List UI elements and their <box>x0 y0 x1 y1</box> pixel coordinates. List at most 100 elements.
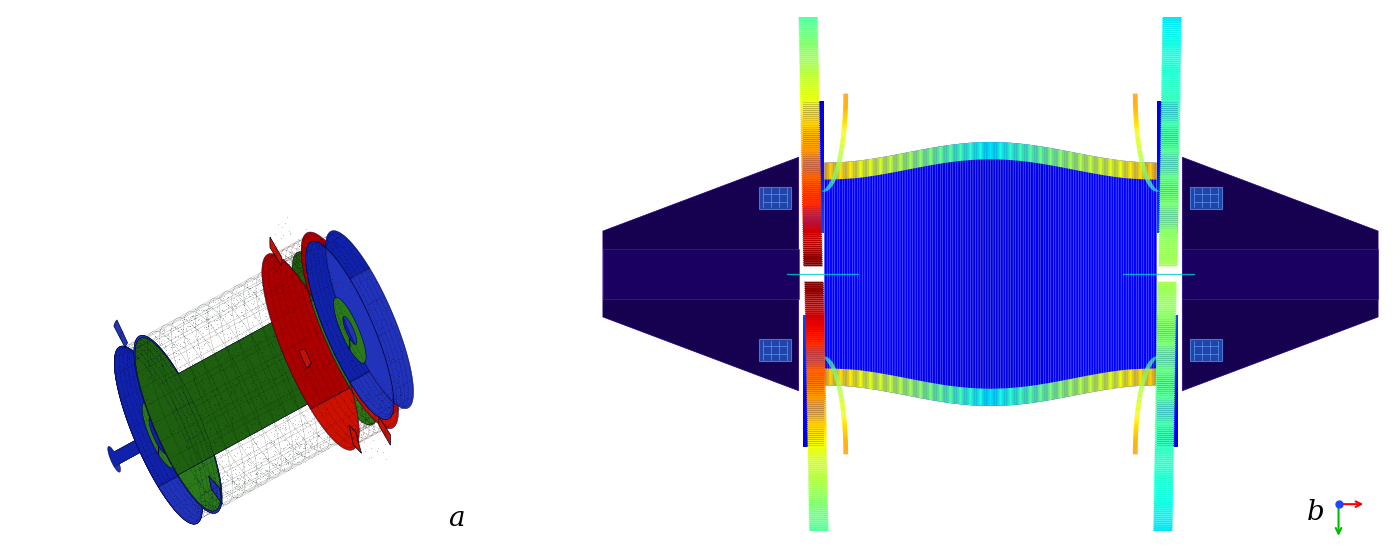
Point <box>280 257 302 266</box>
Point <box>277 413 300 421</box>
Point <box>332 409 354 418</box>
Polygon shape <box>1142 170 1147 171</box>
Point <box>183 475 206 483</box>
Point <box>244 327 266 336</box>
Polygon shape <box>799 65 819 67</box>
Point <box>157 373 179 381</box>
Point <box>160 449 182 458</box>
Polygon shape <box>802 336 825 338</box>
Point <box>274 272 297 281</box>
Point <box>312 276 335 285</box>
Point <box>361 418 384 427</box>
Polygon shape <box>298 349 311 368</box>
Polygon shape <box>829 163 832 385</box>
Point <box>343 427 365 436</box>
Point <box>301 251 323 260</box>
Point <box>361 338 384 347</box>
Polygon shape <box>979 142 980 406</box>
Polygon shape <box>1156 335 1179 336</box>
Point <box>323 243 346 252</box>
Polygon shape <box>1156 391 1179 392</box>
Point <box>351 296 374 305</box>
Point <box>263 375 286 384</box>
Point <box>167 327 189 336</box>
Point <box>266 279 288 288</box>
Point <box>225 310 248 319</box>
Point <box>269 338 291 347</box>
Polygon shape <box>802 124 825 126</box>
Point <box>202 379 224 388</box>
Point <box>281 262 304 271</box>
Point <box>354 414 377 423</box>
Polygon shape <box>1133 97 1138 98</box>
Point <box>188 390 210 398</box>
Polygon shape <box>804 284 825 286</box>
Point <box>269 335 291 344</box>
Point <box>258 278 280 287</box>
Polygon shape <box>1005 142 1007 406</box>
Point <box>301 261 323 270</box>
Polygon shape <box>843 103 848 104</box>
Point <box>206 295 228 304</box>
Point <box>204 438 227 447</box>
Point <box>249 461 272 470</box>
Point <box>290 370 312 379</box>
Point <box>272 421 294 430</box>
Polygon shape <box>801 162 820 164</box>
Point <box>119 376 141 385</box>
Point <box>384 389 406 398</box>
Point <box>381 395 403 403</box>
Polygon shape <box>1159 173 1180 175</box>
Polygon shape <box>1134 113 1138 114</box>
Point <box>144 332 167 341</box>
Point <box>269 300 291 309</box>
Polygon shape <box>1159 227 1179 229</box>
Point <box>174 362 196 371</box>
Point <box>237 418 259 426</box>
Point <box>238 292 260 300</box>
Point <box>288 335 311 344</box>
Point <box>253 369 276 378</box>
Point <box>335 333 357 341</box>
Point <box>295 355 318 364</box>
Point <box>277 447 300 456</box>
Polygon shape <box>802 243 823 246</box>
Point <box>311 391 333 400</box>
Polygon shape <box>805 323 825 326</box>
Point <box>211 462 234 471</box>
Point <box>325 278 347 287</box>
Point <box>291 374 314 383</box>
Polygon shape <box>1156 351 1179 353</box>
Point <box>209 399 231 408</box>
Point <box>269 256 291 265</box>
Point <box>204 452 227 461</box>
Point <box>283 333 305 341</box>
Point <box>203 316 225 324</box>
Point <box>298 306 321 315</box>
Point <box>280 272 302 281</box>
Point <box>280 286 302 294</box>
Point <box>276 439 298 448</box>
Point <box>389 390 412 398</box>
Polygon shape <box>801 129 820 132</box>
Point <box>263 300 286 309</box>
Point <box>265 332 287 340</box>
Point <box>325 402 347 411</box>
Point <box>322 427 344 436</box>
Point <box>252 390 274 399</box>
Point <box>288 416 311 425</box>
Point <box>186 503 209 512</box>
Polygon shape <box>1140 162 1145 163</box>
Point <box>224 388 246 397</box>
Point <box>325 398 347 407</box>
Point <box>277 279 300 288</box>
Point <box>263 262 286 271</box>
Polygon shape <box>995 142 997 406</box>
Point <box>172 399 195 408</box>
Point <box>307 327 329 336</box>
Point <box>346 416 368 425</box>
Point <box>204 409 227 418</box>
Point <box>286 437 308 446</box>
Point <box>182 421 204 430</box>
Point <box>132 443 154 452</box>
